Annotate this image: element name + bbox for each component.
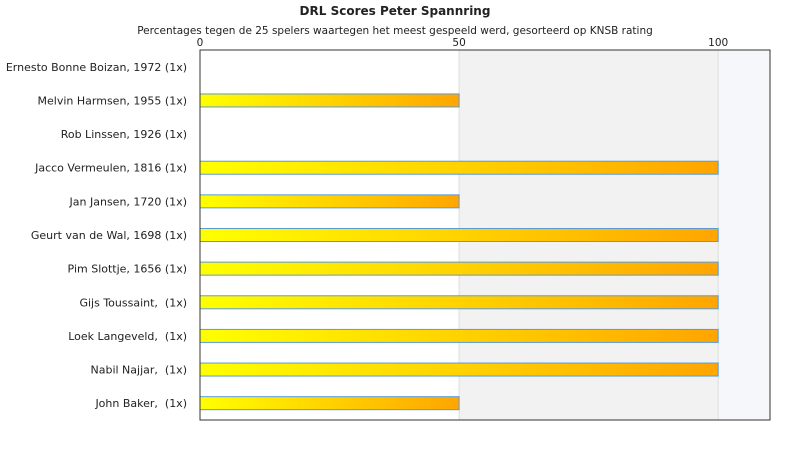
x-tick-label: 50: [452, 37, 465, 49]
category-label: Gijs Toussaint, (1x): [79, 296, 187, 309]
bar: [199, 328, 719, 343]
bar: [199, 362, 719, 377]
category-label: Geurt van de Wal, 1698 (1x): [31, 229, 187, 242]
bar: [199, 160, 719, 175]
plot-border: [199, 49, 771, 421]
category-label: Pim Slottje, 1656 (1x): [68, 263, 187, 276]
bar: [199, 396, 460, 411]
plot-band: [718, 50, 770, 420]
x-tick-label: 100: [708, 37, 728, 49]
category-label: Nabil Najjar, (1x): [91, 364, 188, 377]
bar: [199, 228, 719, 242]
bar: [199, 93, 460, 108]
category-label: Melvin Harmsen, 1955 (1x): [38, 94, 187, 107]
bar: [199, 295, 719, 310]
category-label: Loek Langeveld, (1x): [68, 330, 187, 343]
category-label: Jacco Vermeulen, 1816 (1x): [34, 162, 187, 175]
category-label: Jan Jansen, 1720 (1x): [69, 195, 187, 208]
bar: [199, 194, 460, 209]
x-tick-label: 0: [197, 37, 204, 49]
chart-title: DRL Scores Peter Spannring: [299, 4, 491, 18]
bar: [199, 261, 719, 276]
chart-subtitle: Percentages tegen de 25 spelers waartege…: [137, 25, 653, 37]
category-label: Ernesto Bonne Boizan, 1972 (1x): [6, 61, 187, 74]
category-label: John Baker, (1x): [94, 397, 187, 410]
category-label: Rob Linssen, 1926 (1x): [61, 128, 187, 141]
